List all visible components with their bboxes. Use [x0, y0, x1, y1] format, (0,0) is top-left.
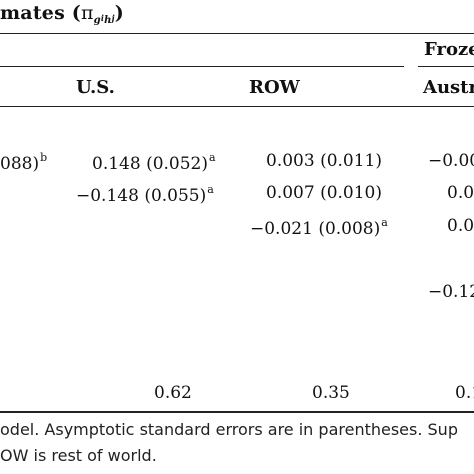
footnote-line-1: odel. Asymptotic standard errors are in … — [0, 420, 458, 439]
title-sub-g: g — [93, 15, 101, 26]
cell-value: −0.148 (0.055) — [76, 186, 207, 206]
group-rule — [0, 66, 404, 67]
table-row-1-left: 088)b — [0, 151, 47, 174]
col-header-row: ROW — [249, 77, 300, 98]
col-header-austr: Austr — [423, 77, 474, 98]
note-marker: b — [40, 151, 48, 164]
title-close: ) — [114, 2, 124, 24]
table-row-3-row: −0.021 (0.008)a — [250, 216, 388, 239]
table-row-1-aus: −0.00 — [428, 151, 474, 171]
note-marker: a — [207, 183, 214, 196]
top-rule — [0, 33, 474, 34]
table-row-4-aus: −0.12 — [428, 282, 474, 302]
table-row-2-aus: 0.02 — [447, 183, 474, 203]
pi-symbol: π — [80, 2, 94, 24]
cell-value: 088) — [0, 154, 40, 174]
share-row: 0.35 — [312, 383, 350, 403]
footnote-line-2: OW is rest of world. — [0, 446, 157, 465]
title-sub-i: i — [100, 13, 105, 23]
table-row-2-us: −0.148 (0.055)a — [76, 183, 214, 206]
table-row-2-row: 0.007 (0.010) — [266, 183, 383, 203]
share-us: 0.62 — [154, 383, 192, 403]
cell-value: −0.021 (0.008) — [250, 219, 381, 239]
note-marker: a — [381, 216, 388, 229]
bottom-rule — [0, 411, 474, 413]
title-sub-j: j — [111, 13, 115, 23]
cell-value: 0.148 (0.052) — [92, 154, 209, 174]
group-rule-right — [418, 66, 474, 67]
header-rule — [0, 106, 474, 107]
title-text: mates ( — [0, 2, 81, 24]
note-marker: a — [209, 151, 216, 164]
table-row-3-aus: 0.02 — [447, 216, 474, 236]
cell-value: 0.003 (0.011) — [266, 151, 383, 171]
table-row-1-row: 0.003 (0.011) — [266, 151, 382, 171]
table-row-1-us: 0.148 (0.052)a — [92, 151, 216, 174]
group-header-frozen: Froze — [424, 39, 474, 60]
share-aus: 0.1 — [455, 383, 474, 403]
table-title: mates (πgihj) — [0, 2, 124, 26]
title-sub-h: h — [104, 15, 112, 26]
col-header-us: U.S. — [76, 77, 115, 98]
